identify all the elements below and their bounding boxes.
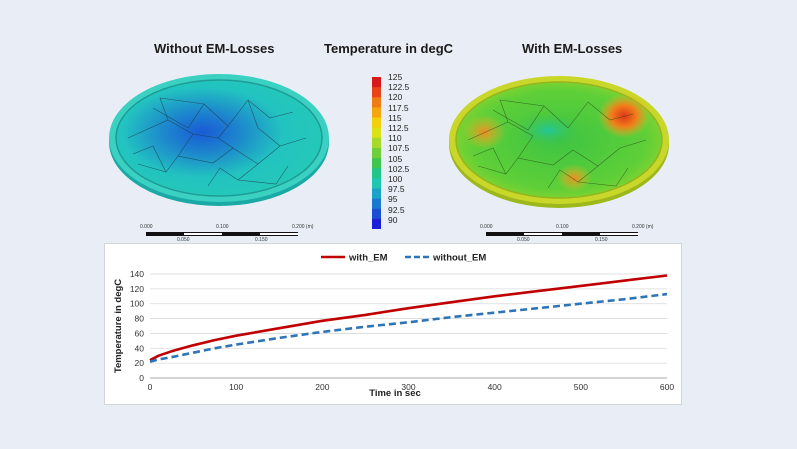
colorbar-swatch (372, 97, 381, 108)
scale-bar-left: 0.000 0.100 0.200 (m) 0.050 0.150 (140, 224, 313, 248)
x-tick-label: 100 (229, 382, 243, 392)
colorbar-label: 115 (388, 112, 402, 123)
x-tick-label: 600 (660, 382, 674, 392)
scale-tick: 0.100 (556, 224, 569, 230)
colorbar-label: 105 (388, 153, 403, 164)
colorbar-swatch (372, 117, 381, 129)
disc-without-em-image (109, 74, 329, 206)
scale-tick: 0.150 (255, 237, 268, 243)
legend-label-without_EM: without_EM (432, 253, 486, 264)
disc-with-em-image (449, 76, 669, 208)
series-line-without_EM (149, 292, 668, 363)
colorbar-label: 100 (388, 174, 403, 184)
x-tick-label: 400 (488, 382, 502, 392)
series-line-with_EM (149, 274, 668, 362)
colorbar-swatch (372, 168, 381, 179)
scale-tick: 0.200 (m) (632, 224, 654, 230)
colorbar-swatch (372, 107, 381, 119)
colorbar-label: 125 (388, 72, 403, 82)
scale-tick: 0.000 (480, 224, 493, 230)
left-panel-title: Without EM-Losses (154, 41, 275, 56)
y-tick-label: 60 (135, 328, 145, 338)
y-tick-label: 100 (130, 299, 144, 309)
colorbar-swatch (372, 158, 381, 169)
y-axis-label: Temperature in degC (113, 279, 124, 373)
colorbar-label: 120 (388, 92, 403, 103)
right-panel-title: With EM-Losses (522, 41, 623, 56)
scale-tick: 0.100 (216, 224, 229, 230)
scale-tick: 0.050 (517, 237, 530, 243)
scale-tick: 0.050 (177, 237, 190, 243)
x-axis-label: Time in sec (369, 388, 421, 399)
y-tick-label: 0 (139, 373, 144, 383)
line-chart-panel: 0 20 40 60 80 100 120 140 0 100 200 300 400 500 600 wi… (104, 243, 682, 405)
y-tick-label: 80 (135, 314, 145, 324)
y-tick-label: 20 (135, 358, 145, 368)
colorbar-swatch (372, 198, 381, 210)
colorbar-label: 102.5 (388, 163, 410, 174)
temperature-line-chart: 0 20 40 60 80 100 120 140 0 100 200 300 400 500 600 wi… (113, 253, 674, 400)
colorbar-swatch (372, 208, 381, 220)
scale-tick: 0.150 (595, 237, 608, 243)
colorbar-swatch (372, 87, 381, 98)
x-tick-label: 500 (574, 382, 588, 392)
colorbar-label: 117.5 (388, 102, 409, 113)
colorbar-label: 112.5 (388, 123, 409, 133)
scale-tick: 0.200 (m) (292, 224, 314, 230)
colorbar-label: 97.5 (388, 184, 405, 195)
colorbar-swatch (372, 218, 381, 229)
y-tick-label: 120 (130, 284, 144, 294)
x-tick-label: 0 (148, 382, 153, 392)
legend-label-with_EM: with_EM (348, 253, 388, 264)
colorbar-swatch (372, 77, 381, 88)
colorbar-label: 95 (388, 194, 398, 205)
colorbar-swatch (372, 188, 381, 200)
colorbar-label: 110 (388, 133, 402, 144)
scale-tick: 0.000 (140, 224, 153, 230)
colorbar-swatch (372, 127, 381, 139)
colorbar-swatch (372, 178, 381, 189)
colorbar-swatch (372, 137, 381, 149)
colorbar-label: 92.5 (388, 204, 405, 215)
colorbar (372, 77, 381, 229)
colorbar-label: 122.5 (388, 82, 410, 93)
scale-bar-right: 0.000 0.100 0.200 (m) 0.050 0.150 (480, 224, 653, 248)
colorbar-swatch (372, 147, 381, 159)
colorbar-label: 90 (388, 214, 398, 225)
x-tick-label: 200 (315, 382, 329, 392)
colorbar-title: Temperature in degC (324, 41, 454, 56)
y-tick-label: 140 (130, 269, 144, 279)
x-tick-label: 300 (401, 382, 415, 392)
y-tick-label: 40 (135, 343, 145, 353)
colorbar-label: 107.5 (388, 143, 410, 154)
